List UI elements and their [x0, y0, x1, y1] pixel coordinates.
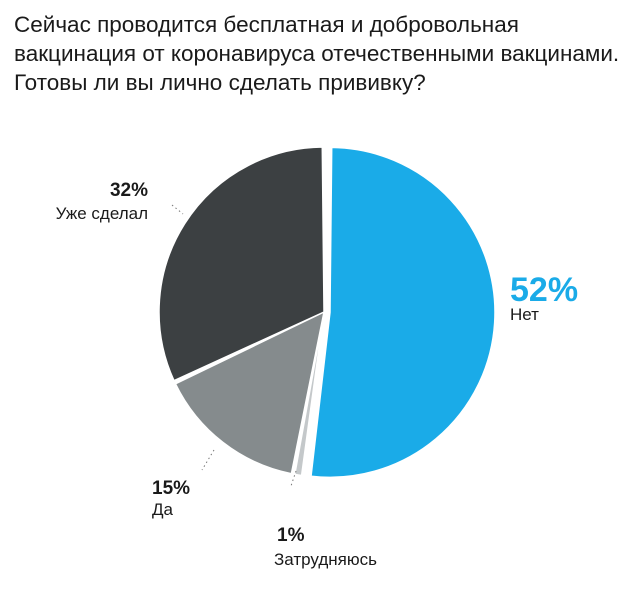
category-label-net: Нет: [510, 305, 539, 324]
leader-lines: [171, 204, 297, 487]
value-label-uzhe-sdelal: 32%: [110, 180, 148, 201]
category-label-uzhe-sdelal: Уже сделал: [56, 204, 148, 223]
slice-labels: 52%Нет 1% Затрудняюсь 15%Да 32% Уже сделал: [56, 180, 578, 569]
leader-line-da: [201, 449, 215, 471]
pie-slice-net: [310, 146, 496, 479]
category-label-zatrudnyayus: Затрудняюсь: [274, 550, 377, 569]
chart-title: Сейчас проводится бесплатная и доброволь…: [14, 12, 620, 95]
pie-slice-zatrudnyayus: [293, 311, 325, 477]
pie-slice-da: [174, 310, 326, 475]
value-label-da: 15%: [152, 478, 190, 499]
pie-slices: [158, 146, 496, 479]
leader-line-uzhe-sdelal: [171, 204, 184, 215]
value-label-net: 52%: [510, 271, 578, 309]
pie-slice-uzhe-sdelal: [158, 146, 325, 382]
value-label-zatrudnyayus: 1%: [277, 525, 305, 546]
category-label-da: Да: [152, 500, 174, 519]
